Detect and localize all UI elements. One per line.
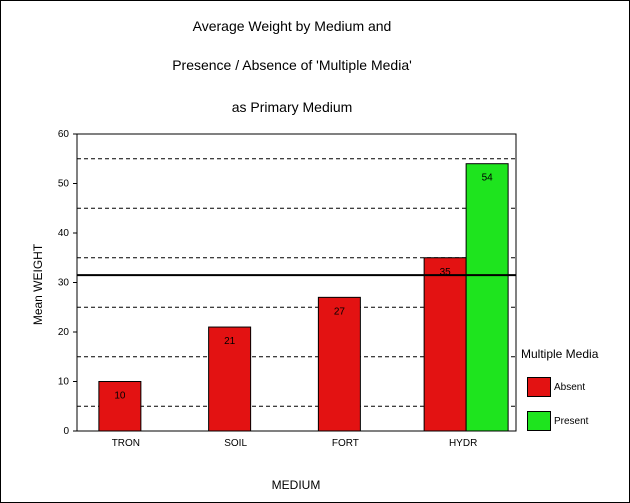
data-label-hydr-absent: 35: [440, 267, 452, 278]
legend-swatch-absent: [527, 377, 551, 397]
bar-fort-absent: [317, 296, 361, 432]
data-label-fort-absent: 27: [334, 306, 346, 317]
legend-swatch-present: [527, 411, 551, 431]
data-label-tron-absent: 10: [114, 391, 126, 402]
chart-title-line-2: Presence / Absence of 'Multiple Media': [172, 57, 412, 73]
y-tick-label: 60: [58, 129, 70, 140]
bar-hydr-present: [465, 163, 509, 432]
chart-title-line-3: as Primary Medium: [231, 99, 353, 115]
chart-title-line-1: Average Weight by Medium and: [192, 18, 392, 34]
data-label-hydr-present: 54: [482, 173, 494, 184]
x-tick-label: TRON: [112, 438, 140, 449]
y-axis-label: Mean WEIGHT: [31, 243, 45, 325]
bar-tron-absent: [98, 381, 142, 432]
bar-hydr-absent: [423, 257, 467, 432]
y-tick-label: 30: [58, 278, 70, 289]
y-tick-label: 10: [58, 377, 70, 388]
x-tick-label: SOIL: [224, 438, 247, 449]
y-tick-label: 20: [58, 327, 70, 338]
legend-label-absent: Absent: [554, 381, 586, 393]
legend-item-present: Present: [527, 411, 588, 431]
x-tick-label: HYDR: [449, 438, 477, 449]
data-label-soil-absent: 21: [224, 336, 236, 347]
x-axis-label: MEDIUM: [271, 478, 321, 492]
legend-item-absent: Absent: [527, 377, 585, 397]
y-tick-label: 50: [58, 179, 70, 190]
legend-title: Multiple Media: [521, 347, 599, 361]
legend-label-present: Present: [554, 415, 589, 427]
y-tick-label: 40: [58, 228, 70, 239]
y-tick-label: 0: [63, 426, 69, 437]
x-tick-label: FORT: [332, 438, 359, 449]
bar-soil-absent: [208, 326, 252, 432]
